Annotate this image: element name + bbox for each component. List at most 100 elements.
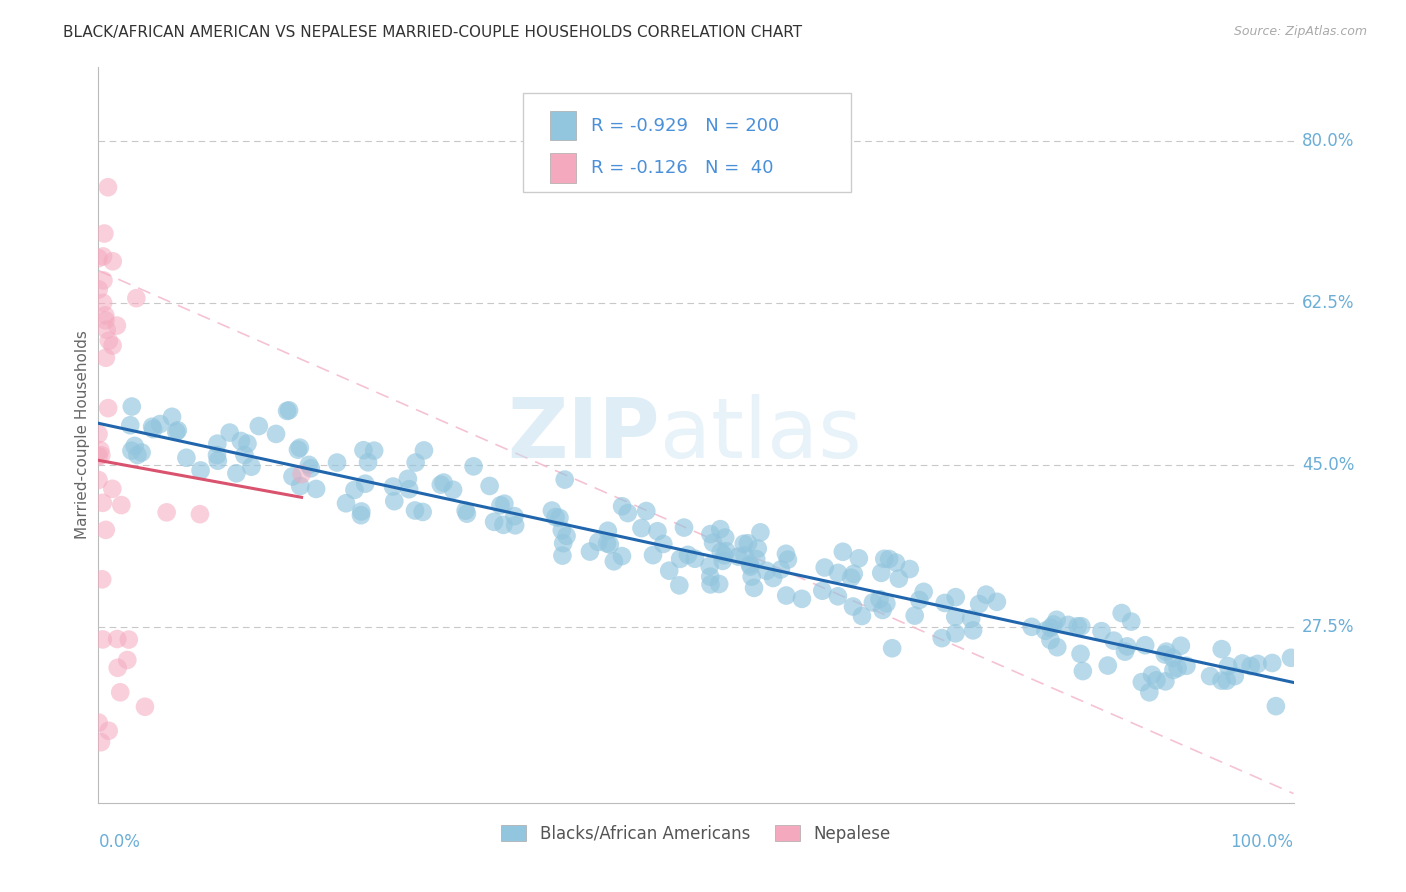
Point [869,592,891,607]
Point [1175,658,1198,673]
Point [105,632,128,646]
Point [882,641,904,656]
Point [405,456,427,470]
Text: BLACK/AFRICAN AMERICAN VS NEPALESE MARRIED-COUPLE HOUSEHOLDS CORRELATION CHART: BLACK/AFRICAN AMERICAN VS NEPALESE MARRI… [63,25,803,40]
Point [207,436,229,450]
Point [205,448,228,462]
Point [870,566,893,580]
Point [579,544,602,558]
Point [357,455,380,469]
Point [94,351,117,365]
Point [456,507,478,521]
Point [291,467,314,482]
Point [749,525,772,540]
Point [647,524,669,539]
Point [101,338,124,352]
Point [898,562,921,576]
Point [101,254,124,268]
Point [1021,620,1043,634]
Point [110,685,132,699]
Point [141,419,163,434]
Point [287,442,309,457]
Point [190,463,212,477]
Point [91,249,114,263]
Point [207,453,229,467]
Text: atlas: atlas [661,394,862,475]
Point [960,612,983,626]
Point [814,560,837,574]
Point [87,450,110,464]
Point [350,504,373,518]
Point [737,536,759,550]
Point [120,418,142,433]
Point [1097,658,1119,673]
Point [91,572,114,586]
Point [225,467,247,481]
Point [503,518,526,533]
Point [1070,619,1092,633]
Point [716,544,738,558]
Point [1140,668,1163,682]
Point [91,496,114,510]
Point [441,483,464,497]
Point [1114,645,1136,659]
Point [489,498,512,512]
Point [1153,648,1175,662]
Point [276,404,298,418]
Point [412,505,434,519]
Point [288,441,311,455]
Point [398,482,420,496]
Point [676,548,699,562]
Point [967,597,990,611]
Point [603,554,626,568]
Point [1102,633,1125,648]
Point [121,400,143,414]
Point [94,523,117,537]
Point [91,632,114,647]
Point [120,443,142,458]
Point [96,323,118,337]
Point [1261,656,1284,670]
Point [727,549,749,564]
Point [1154,674,1177,689]
Point [503,509,526,524]
Point [842,566,865,581]
Point [641,548,664,562]
Point [1246,657,1268,671]
Point [747,541,769,556]
Point [887,572,910,586]
Point [413,443,436,458]
Point [278,403,301,417]
Point [1046,613,1069,627]
Point [1163,663,1185,677]
Point [1170,639,1192,653]
Point [699,527,721,541]
Point [1161,651,1184,665]
Point [382,494,405,508]
Point [1264,699,1286,714]
Point [90,735,112,749]
Point [707,577,730,591]
Point [745,552,768,566]
Point [596,536,619,550]
Point [105,318,128,333]
Text: 27.5%: 27.5% [1302,618,1354,636]
Point [827,589,849,603]
Point [775,547,797,561]
Text: Source: ZipAtlas.com: Source: ZipAtlas.com [1233,25,1367,38]
Point [610,549,633,563]
Point [396,472,419,486]
Point [943,610,966,624]
Point [711,554,734,568]
Point [118,632,141,647]
Point [908,593,931,607]
Point [1216,659,1239,673]
Point [702,535,724,549]
Point [713,549,735,563]
Point [404,503,426,517]
Point [555,529,578,543]
Point [134,699,156,714]
Point [1240,659,1263,673]
Point [432,475,454,490]
Point [1130,675,1153,690]
